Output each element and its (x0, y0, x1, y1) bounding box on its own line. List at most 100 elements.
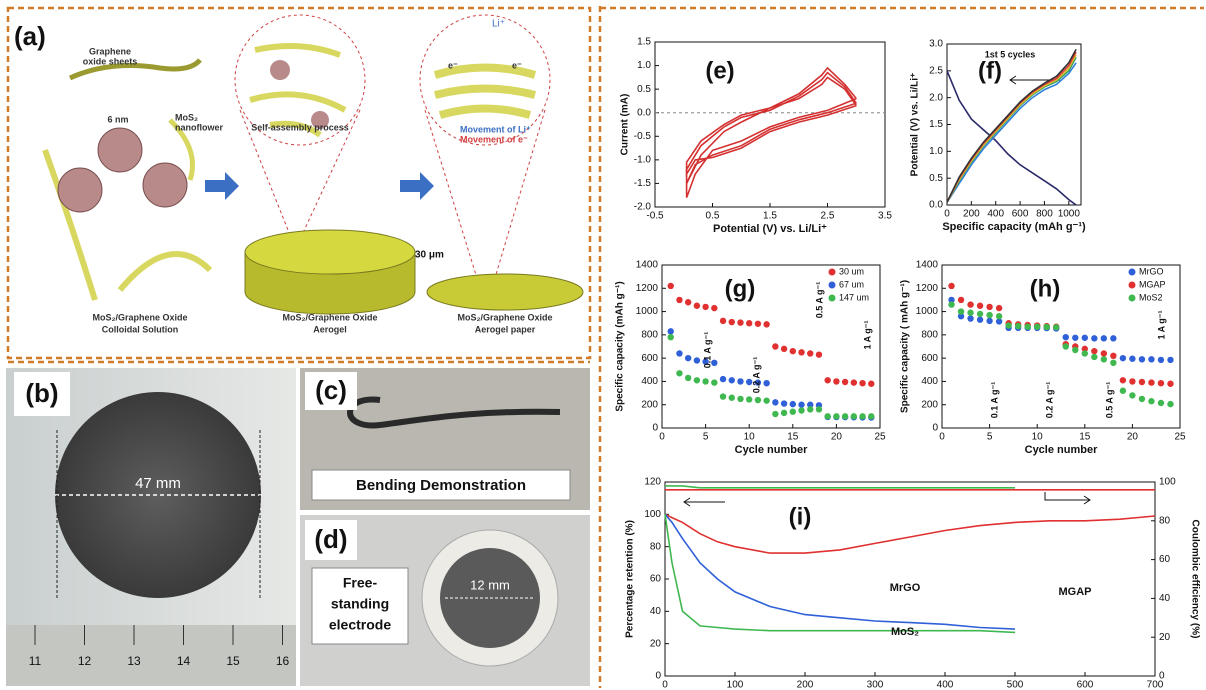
point (958, 308, 964, 314)
legend-label: 30 um (839, 266, 864, 276)
annotation: 1 A g⁻¹ (862, 320, 872, 349)
nanoflower (98, 128, 142, 172)
y-tick-label: 0.0 (929, 200, 943, 211)
ruler-number: 15 (226, 654, 240, 668)
panel-label: (b) (25, 378, 58, 408)
annotation: 0.2 A g⁻¹ (751, 357, 761, 394)
caption: Aerogel paper (475, 324, 536, 334)
y-tick-label: 400 (641, 376, 658, 387)
point (790, 348, 796, 354)
caption: MoS₂/Graphene Oxide (282, 312, 377, 322)
point (1139, 396, 1145, 402)
x-tick-label: 600 (1077, 680, 1094, 690)
plot-frame (655, 42, 885, 207)
x-tick-label: 10 (1032, 432, 1044, 443)
x-tick-label: 500 (1007, 680, 1024, 690)
x-axis-label: Cycle number (1025, 444, 1098, 456)
y-tick-label: 2.0 (929, 92, 943, 103)
x-axis-label: Potential (V) vs. Li/Li⁺ (713, 223, 827, 235)
panel-label: (f) (978, 57, 1002, 84)
point (694, 377, 700, 383)
point (763, 321, 769, 327)
point (729, 395, 735, 401)
annotation: 0.5 A g⁻¹ (814, 282, 824, 319)
x-tick-label: 0 (939, 432, 945, 443)
aerogel-paper (427, 274, 583, 310)
caption: Free- (343, 575, 378, 591)
point (676, 370, 682, 376)
point (958, 297, 964, 303)
y-tick-label: 1.0 (637, 60, 651, 71)
arrow (400, 172, 434, 200)
point (1044, 324, 1050, 330)
x-tick-label: 20 (831, 432, 843, 443)
plot-frame (947, 44, 1081, 205)
point (1072, 347, 1078, 353)
x-tick-label: 25 (1174, 432, 1186, 443)
ruler-number: 11 (29, 654, 42, 668)
annotation: 0.2 A g⁻¹ (1044, 382, 1054, 419)
point (1110, 360, 1116, 366)
point (729, 377, 735, 383)
point (1120, 377, 1126, 383)
y-axis-label: Specific capacity (mAh g⁻¹) (615, 281, 626, 411)
x-tick-label: 200 (963, 209, 980, 220)
caption: MoS₂/Graphene Oxide (457, 312, 552, 322)
y2-tick-label: 80 (1159, 515, 1171, 526)
point (763, 397, 769, 403)
caption: Colloidal Solution (102, 324, 179, 334)
annotation: 0.1 A g⁻¹ (989, 382, 999, 419)
label: oxide sheets (83, 56, 138, 66)
point (986, 312, 992, 318)
x-tick-label: 2.5 (821, 211, 835, 222)
y-tick-label: 600 (641, 353, 658, 364)
point (711, 379, 717, 385)
y-tick-label: 0 (655, 671, 661, 682)
point (859, 413, 865, 419)
series-line (947, 71, 1076, 205)
label: 30 μm (415, 250, 444, 261)
point (720, 376, 726, 382)
point (1158, 380, 1164, 386)
y-tick-label: 600 (921, 353, 938, 364)
label: 6 nm (107, 114, 128, 124)
point (746, 396, 752, 402)
caption: MoS₂/Graphene Oxide (92, 312, 187, 322)
x-tick-label: 25 (874, 432, 886, 443)
legend-label: MoS2 (1139, 292, 1163, 302)
point (737, 396, 743, 402)
point (1167, 401, 1173, 407)
point (948, 301, 954, 307)
point (720, 318, 726, 324)
y-tick-label: 1200 (636, 283, 659, 294)
point (1139, 379, 1145, 385)
point (781, 410, 787, 416)
ruler-number: 16 (276, 654, 290, 668)
point (702, 304, 708, 310)
y-tick-label: 1.5 (929, 119, 943, 130)
x-tick-label: 0 (662, 680, 668, 690)
y-tick-label: 800 (921, 329, 938, 340)
x-tick-label: 5 (703, 432, 709, 443)
legend-marker (829, 269, 836, 276)
legend-label: 67 um (839, 279, 864, 289)
point (807, 406, 813, 412)
point (702, 378, 708, 384)
series-line (687, 73, 857, 184)
point (798, 402, 804, 408)
y-tick-label: 400 (921, 376, 938, 387)
point (977, 311, 983, 317)
y-tick-label: 0.5 (929, 173, 943, 184)
x-tick-label: 0 (944, 209, 950, 220)
x-tick-label: 100 (727, 680, 744, 690)
sheet (120, 254, 210, 290)
point (859, 380, 865, 386)
series-label: MGAP (1059, 586, 1092, 598)
x-tick-label: 1000 (1058, 209, 1081, 220)
x-tick-label: 600 (1012, 209, 1029, 220)
point (720, 393, 726, 399)
point (1005, 322, 1011, 328)
point (772, 411, 778, 417)
point (1139, 356, 1145, 362)
